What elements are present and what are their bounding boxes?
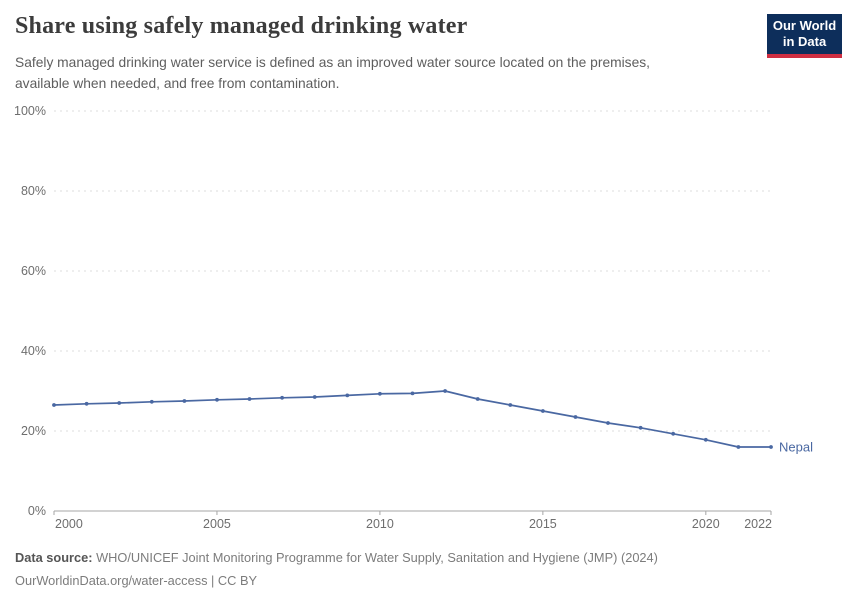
data-point[interactable] xyxy=(573,415,578,419)
chart-subtitle-line2: available when needed, and free from con… xyxy=(15,76,340,91)
data-line[interactable] xyxy=(53,390,772,448)
chart-subtitle-line1: Safely managed drinking water service is… xyxy=(15,55,650,70)
owid-logo[interactable]: Our World in Data xyxy=(767,14,842,58)
y-tick-label: 100% xyxy=(14,104,46,118)
data-point[interactable] xyxy=(541,409,545,413)
y-tick-label: 80% xyxy=(21,184,46,198)
data-point[interactable] xyxy=(215,397,219,402)
data-point[interactable] xyxy=(769,445,773,449)
owid-logo-line1: Our World xyxy=(772,18,837,33)
data-source-text: WHO/UNICEF Joint Monitoring Programme fo… xyxy=(92,550,658,565)
x-tick-label: 2005 xyxy=(203,517,231,531)
data-point[interactable] xyxy=(475,397,480,401)
data-source-line: Data source: WHO/UNICEF Joint Monitoring… xyxy=(15,546,658,569)
x-tick-label: 2000 xyxy=(55,517,83,531)
data-source-label: Data source: xyxy=(15,550,93,565)
data-point[interactable] xyxy=(84,401,89,406)
data-point[interactable] xyxy=(312,395,317,399)
data-point[interactable] xyxy=(149,399,154,404)
data-point[interactable] xyxy=(52,403,56,407)
data-point[interactable] xyxy=(345,393,350,398)
x-tick-label: 2015 xyxy=(529,517,557,531)
data-point[interactable] xyxy=(280,395,284,400)
owid-logo-line2: in Data xyxy=(782,33,827,49)
x-tick-label: 2010 xyxy=(366,517,394,531)
x-tick-label: 2022 xyxy=(744,517,772,531)
x-tick-label: 2020 xyxy=(692,517,720,531)
attribution-line: OurWorldinData.org/water-access | CC BY xyxy=(15,573,258,588)
chart-footer: Data source: WHO/UNICEF Joint Monitoring… xyxy=(15,546,658,592)
page-title: Share using safely managed drinking wate… xyxy=(15,13,468,39)
data-point[interactable] xyxy=(378,391,382,396)
y-tick-label: 40% xyxy=(21,344,46,358)
y-tick-label: 0% xyxy=(28,504,46,518)
data-point[interactable] xyxy=(671,431,676,436)
data-point[interactable] xyxy=(703,437,708,442)
data-point[interactable] xyxy=(117,401,122,405)
y-tick-label: 20% xyxy=(21,424,46,438)
series-end-label: Nepal xyxy=(779,440,813,455)
data-point[interactable] xyxy=(182,399,187,403)
chart-subtitle: Safely managed drinking water service is… xyxy=(15,52,650,94)
data-point[interactable] xyxy=(508,403,513,407)
data-point[interactable] xyxy=(736,445,741,449)
data-point[interactable] xyxy=(606,421,610,425)
y-tick-label: 60% xyxy=(21,264,46,278)
data-point[interactable] xyxy=(247,397,252,401)
data-point[interactable] xyxy=(638,425,643,430)
data-point[interactable] xyxy=(410,391,415,396)
data-point[interactable] xyxy=(443,389,447,393)
